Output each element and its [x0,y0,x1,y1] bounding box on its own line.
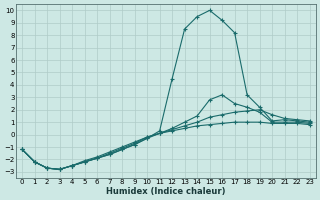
X-axis label: Humidex (Indice chaleur): Humidex (Indice chaleur) [106,187,226,196]
